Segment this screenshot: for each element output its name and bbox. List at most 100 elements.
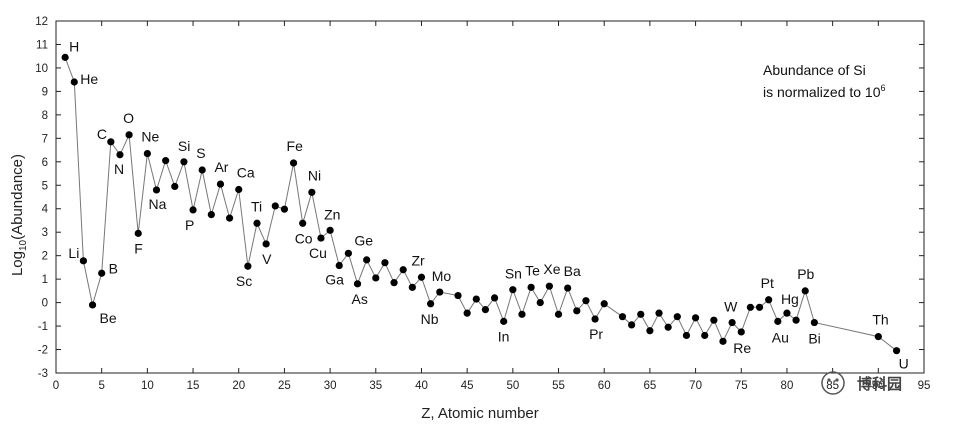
data-point [299, 219, 307, 227]
data-point [70, 78, 78, 86]
data-point [618, 313, 627, 321]
element-label: O [123, 110, 134, 126]
element-label: B [109, 260, 118, 276]
y-tick-label: 7 [42, 133, 48, 145]
annotation-line2: is normalized to 106 [763, 83, 886, 100]
data-point [490, 294, 499, 302]
point-labels: H He Li Be B C N O F Ne Na Si P S Ar Ca Sc Ti V Fe Co Ni Cu Zn G… [68, 38, 908, 371]
data-point [363, 256, 371, 264]
data-point [573, 307, 581, 315]
data-point [280, 205, 289, 213]
element-label: Ni [308, 167, 321, 183]
element-label: Ga [325, 272, 344, 288]
data-point [774, 317, 782, 325]
element-label: Pt [761, 275, 774, 291]
element-label: Hg [781, 291, 799, 307]
data-point [755, 303, 764, 311]
element-label: Xe [543, 261, 560, 277]
x-axis-title: Z, Atomic number [421, 405, 539, 422]
x-tick-label: 10 [141, 380, 154, 392]
element-label: Fe [287, 138, 304, 154]
data-point [262, 240, 270, 248]
data-point [171, 182, 179, 191]
data-point [344, 249, 352, 257]
axes: 0 5 10 15 20 25 30 35 40 45 50 55 60 65 70 75 80 85 90 95-3… [35, 16, 930, 392]
data-point [509, 286, 517, 294]
element-label: W [724, 299, 738, 315]
element-label: Zr [411, 252, 425, 268]
data-point [162, 157, 170, 165]
data-point [500, 317, 508, 325]
element-label: V [262, 251, 272, 267]
element-label: P [185, 217, 194, 233]
x-tick-label: 25 [278, 380, 291, 392]
data-point [98, 269, 106, 277]
data-point [810, 318, 818, 327]
data-point [545, 282, 553, 290]
element-label: Ca [237, 164, 255, 180]
x-tick-label: 20 [232, 380, 245, 392]
data-point [646, 327, 654, 335]
x-tick-label: 70 [689, 380, 702, 392]
data-point [88, 301, 97, 309]
element-label: H [69, 38, 79, 54]
y-tick-label: 2 [42, 251, 48, 263]
element-label: Sn [505, 266, 522, 282]
data-point [783, 309, 791, 317]
y-tick-label: 3 [42, 227, 48, 239]
data-point [198, 166, 206, 174]
data-point [554, 310, 563, 318]
element-label: N [114, 161, 124, 177]
data-point [673, 313, 681, 321]
data-point [582, 297, 590, 305]
data-point [682, 331, 691, 340]
x-tick-label: 65 [643, 380, 656, 392]
data-point [719, 337, 727, 345]
data-point [207, 211, 215, 219]
y-tick-label: 1 [42, 274, 48, 286]
y-tick-label: 12 [35, 16, 48, 28]
data-point [399, 266, 407, 274]
data-point [472, 295, 480, 303]
data-point [564, 284, 572, 292]
watermark: 博科园 [821, 371, 902, 395]
data-point [691, 314, 700, 322]
data-point [335, 261, 343, 270]
data-point [308, 188, 316, 196]
y-axis-title: Log10(Abundance) [9, 154, 29, 276]
data-point [134, 229, 142, 237]
data-point [390, 279, 398, 287]
element-label: Ba [564, 263, 581, 279]
data-point [536, 299, 544, 307]
data-point [481, 306, 490, 314]
data-point [289, 159, 298, 167]
x-tick-label: 35 [369, 380, 382, 392]
x-tick-label: 30 [324, 380, 337, 392]
element-label: Na [149, 196, 167, 212]
data-point [271, 202, 279, 210]
x-tick-label: 50 [506, 380, 519, 392]
element-label: F [134, 240, 143, 256]
data-point [655, 309, 663, 317]
x-tick-label: 5 [98, 380, 104, 392]
element-label: Pr [589, 326, 603, 342]
data-point [765, 296, 773, 304]
x-tick-label: 45 [461, 380, 474, 392]
data-point [801, 287, 809, 295]
data-point [152, 186, 161, 194]
y-tick-label: 11 [36, 39, 48, 51]
data-point [125, 131, 133, 139]
y-tick-label: -2 [38, 345, 48, 357]
element-label: Nb [421, 311, 439, 327]
element-label: Ge [354, 232, 373, 248]
data-point [107, 138, 115, 146]
element-label: Mo [432, 268, 452, 284]
element-label: Co [295, 230, 313, 246]
x-tick-label: 0 [53, 380, 59, 392]
element-label: Bi [808, 331, 820, 347]
data-point [253, 219, 261, 227]
x-tick-label: 40 [415, 380, 428, 392]
element-label: S [196, 145, 205, 161]
element-label: C [97, 126, 107, 142]
